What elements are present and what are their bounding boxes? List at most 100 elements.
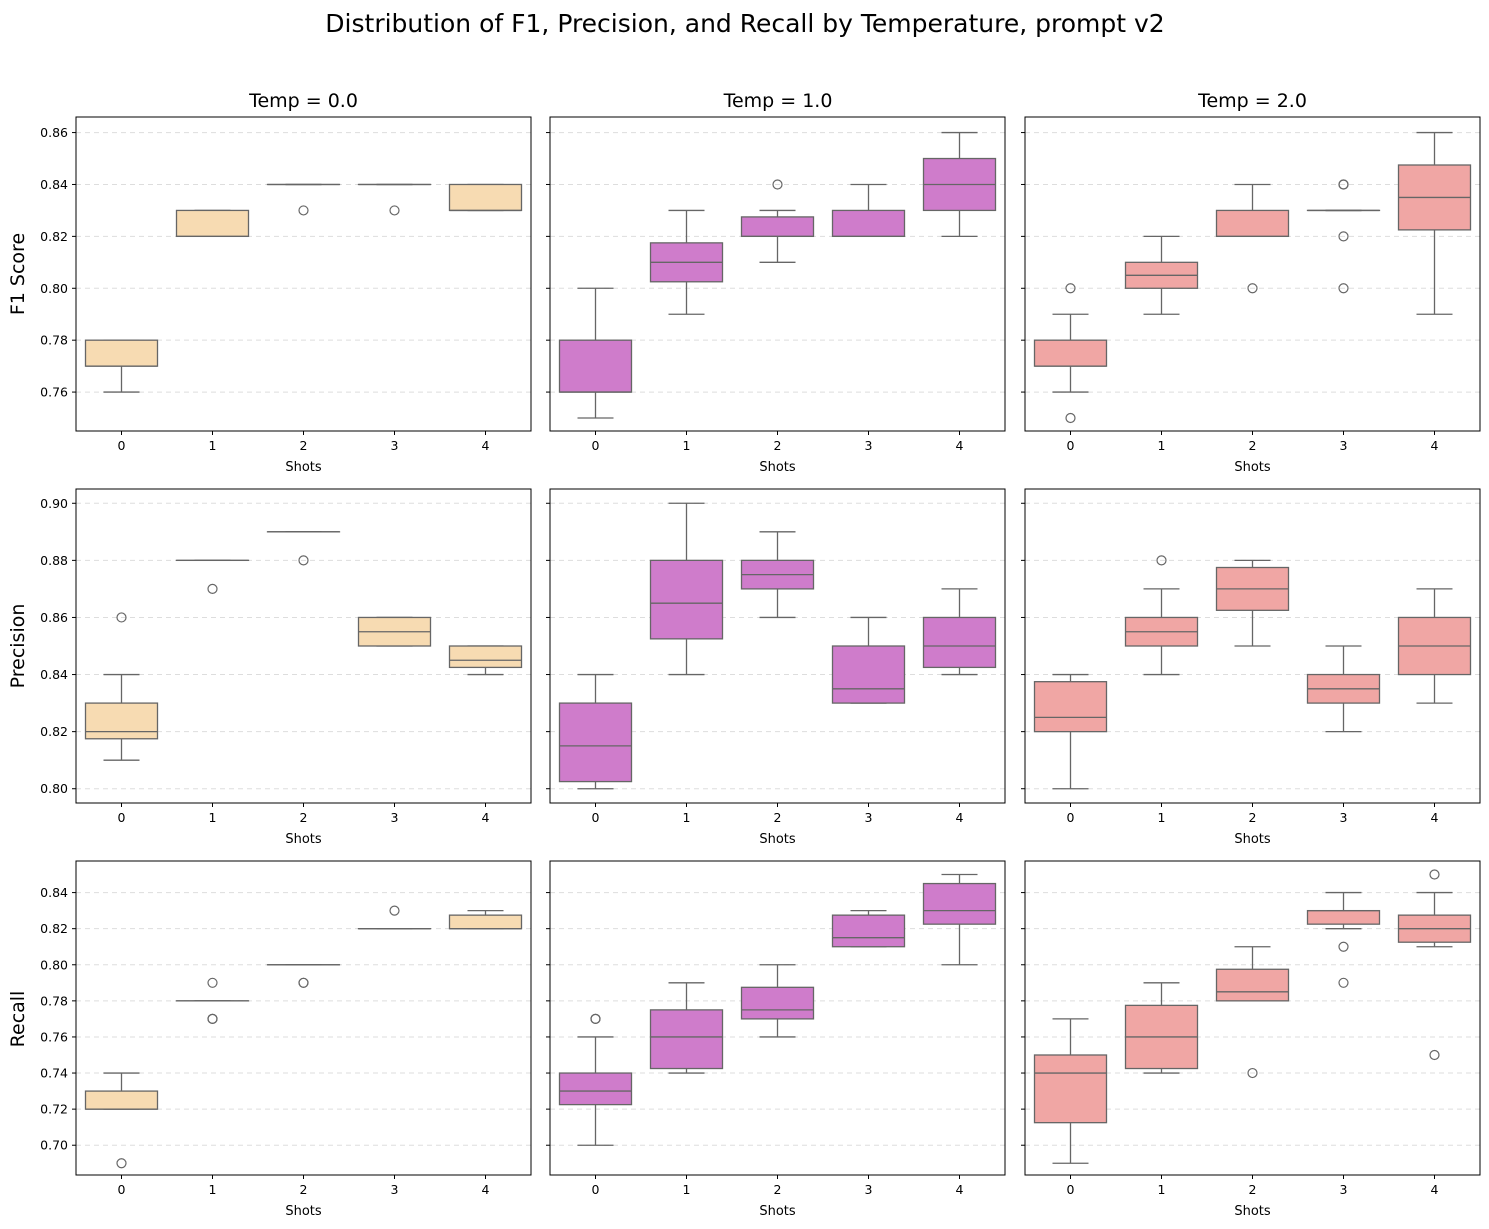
subplot-1-0: 0.80 0.82 0.84 0.86 0.88 0.90 0 1 2 3 4 Shots [40,488,532,847]
x-tick-label: 3 [1340,1182,1348,1197]
y-tick-label: 0.76 [40,1029,68,1044]
outlier-point [298,555,309,566]
box-shots-1 [175,559,250,595]
x-tick-label: 0 [592,810,600,825]
y-tick-label: 0.74 [40,1066,68,1081]
box-shots-0 [558,1013,633,1146]
x-tick-label: 0 [118,438,126,453]
y-tick-label: 0.78 [40,993,68,1008]
axes-frame [1024,116,1481,432]
x-tick-label: 1 [683,1182,691,1197]
subplot-2-0: 0.70 0.72 0.74 0.76 0.78 0.80 0.82 0.84 0 1 2 3 4 Sho… [40,860,532,1219]
box-shots-3 [1306,645,1381,733]
box-shots-1 [649,982,724,1074]
box-shots-0 [84,339,159,393]
x-tick-label: 4 [1431,810,1439,825]
box-shots-2 [266,964,341,988]
box-shots-3 [831,909,906,948]
x-axis-label: Shots [285,1204,322,1219]
axes-frame [75,116,532,432]
x-tick-label: 0 [592,1182,600,1197]
x-tick-label: 1 [1158,810,1166,825]
outlier-point [1338,179,1349,190]
column-title-temp-0: Temp = 0.0 [248,90,358,112]
outlier-point [1338,283,1349,294]
iqr-box [558,702,633,783]
iqr-box [1033,339,1108,367]
x-tick-label: 1 [209,438,217,453]
x-axis-label: Shots [285,460,322,475]
iqr-box [922,616,997,669]
box-shots-1 [1124,235,1199,315]
x-tick-label: 2 [774,438,782,453]
x-tick-label: 4 [956,810,964,825]
iqr-box [175,209,250,238]
box-shots-2 [1215,946,1290,1079]
subplot-2-2: 0 1 2 3 4 Shots [1021,860,1481,1219]
outlier-point [1338,977,1349,988]
x-axis-label: Shots [759,1204,796,1219]
x-axis-label: Shots [285,832,322,847]
outlier-point [389,905,400,916]
outlier-point [1065,283,1076,294]
outlier-point [590,1013,601,1025]
x-tick-label: 3 [865,810,873,825]
outlier-point [1429,1049,1440,1061]
box-shots-4 [922,873,997,966]
iqr-box [558,1072,633,1106]
y-tick-label: 0.84 [40,177,68,192]
axes-frame [1024,488,1481,804]
axes-frame [75,488,532,804]
iqr-box [448,183,523,212]
x-tick-label: 0 [118,810,126,825]
axes-frame [549,116,1006,432]
outlier-point [207,583,218,595]
box-shots-1 [1124,982,1199,1074]
box-shots-2 [740,531,815,619]
x-tick-label: 1 [683,438,691,453]
x-tick-label: 0 [1067,810,1075,825]
subplot-1-2: 0 1 2 3 4 Shots [1021,488,1481,847]
outlier-point [116,612,127,623]
box-shots-3 [1306,179,1381,294]
box-shots-2 [740,964,815,1038]
y-tick-label: 0.86 [40,610,68,625]
subplot-1-1: 0 1 2 3 4 Shots [546,488,1006,847]
iqr-box [649,559,724,640]
box-shots-3 [831,616,906,704]
outlier-point [389,205,400,216]
y-tick-label: 0.78 [40,333,68,348]
box-shots-3 [357,905,432,930]
y-tick-label: 0.82 [40,724,68,739]
outlier-point [298,977,309,988]
y-tick-label: 0.82 [40,921,68,936]
x-tick-label: 4 [956,1182,964,1197]
box-shots-4 [448,183,523,212]
box-shots-0 [84,612,159,761]
figure-title: Distribution of F1, Precision, and Recal… [325,9,1164,38]
y-tick-label: 0.84 [40,667,68,682]
y-tick-label: 0.90 [40,496,68,511]
box-shots-3 [831,183,906,238]
y-tick-label: 0.72 [40,1102,68,1117]
box-shots-2 [740,179,815,263]
subplot-2-1: 0 1 2 3 4 Shots [546,860,1006,1219]
box-shots-0 [1033,673,1108,790]
box-shots-2 [1215,183,1290,294]
y-tick-label: 0.76 [40,385,68,400]
outlier-point [116,1158,127,1169]
column-title-temp-1: Temp = 1.0 [723,90,833,112]
x-tick-label: 3 [1340,438,1348,453]
x-tick-label: 1 [209,810,217,825]
axes-frame [1024,860,1481,1176]
x-axis-label: Shots [1234,832,1271,847]
x-tick-label: 4 [482,1182,490,1197]
box-shots-4 [922,588,997,676]
x-tick-label: 3 [865,1182,873,1197]
y-tick-label: 0.88 [40,553,68,568]
box-shots-3 [1306,891,1381,988]
x-tick-label: 2 [300,1182,308,1197]
outlier-point [1338,941,1349,952]
axes-frame [549,860,1006,1176]
box-shots-1 [649,502,724,676]
